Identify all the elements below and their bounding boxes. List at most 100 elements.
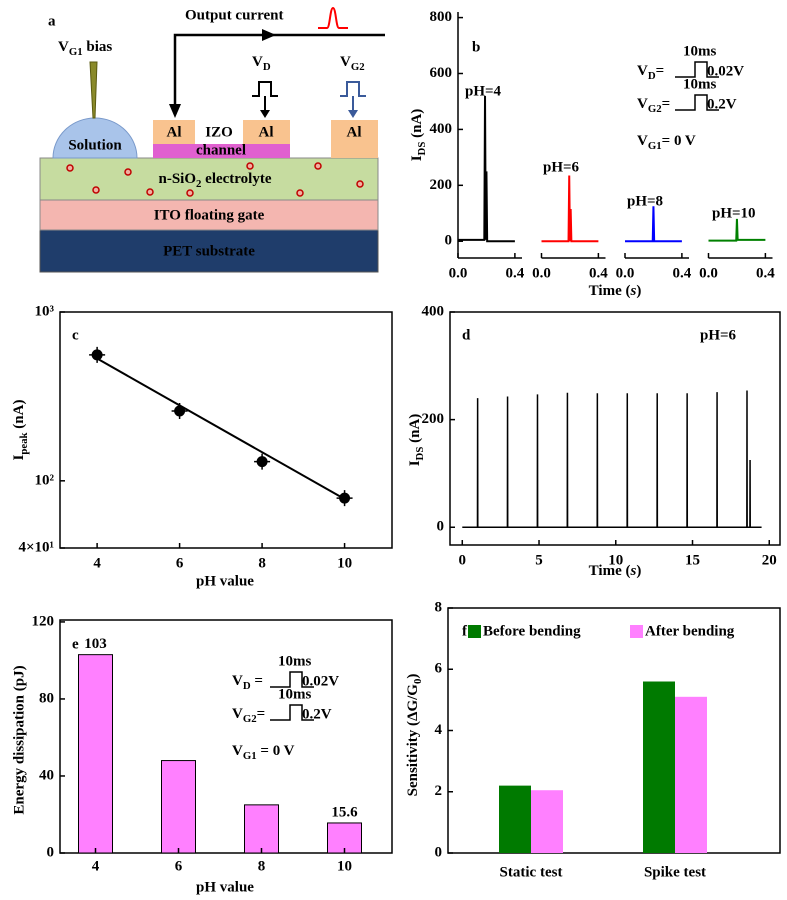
text-part: ) bbox=[636, 563, 641, 579]
layer-label: n-SiO2 electrolyte bbox=[158, 171, 271, 190]
text-part: D bbox=[243, 680, 251, 692]
text-part: V bbox=[637, 63, 648, 79]
text-part: D bbox=[648, 70, 656, 82]
text-part: = bbox=[257, 706, 266, 722]
text-part: V bbox=[637, 96, 648, 112]
annotation: VG2= bbox=[232, 706, 265, 725]
x-tick-label: 10 bbox=[608, 552, 623, 568]
y-tick-label: 0 bbox=[445, 233, 453, 249]
ions bbox=[66, 162, 364, 197]
panel-label: b bbox=[472, 39, 480, 55]
annotation: 10ms bbox=[278, 686, 311, 702]
x-tick-label: 8 bbox=[258, 555, 266, 571]
bar bbox=[675, 696, 707, 853]
series-label: pH=8 bbox=[627, 193, 663, 209]
series-line bbox=[625, 206, 682, 243]
x-tick-label: 8 bbox=[258, 858, 266, 874]
y-tick-label: 600 bbox=[430, 65, 453, 81]
text-part: V bbox=[232, 706, 243, 722]
x-tick-label: 0.0 bbox=[449, 265, 468, 281]
plot-frame bbox=[59, 311, 393, 549]
pulse-shape bbox=[270, 671, 314, 688]
text-part: n-SiO bbox=[158, 171, 196, 187]
bar bbox=[499, 785, 531, 853]
solution-drop bbox=[52, 117, 138, 159]
series-line bbox=[462, 390, 762, 528]
legend-swatch bbox=[468, 625, 481, 638]
ion bbox=[124, 168, 132, 176]
series-label: pH=6 bbox=[543, 159, 580, 175]
electrode-label: Al bbox=[167, 124, 182, 140]
point-cross bbox=[336, 490, 353, 507]
y-axis-label: IDS (nA) bbox=[409, 109, 428, 162]
electrode bbox=[153, 120, 195, 144]
text-part: I bbox=[409, 155, 425, 161]
annotation: 10ms bbox=[683, 76, 716, 92]
annotation: VG1 = 0 V bbox=[232, 743, 295, 762]
arrow-head bbox=[262, 29, 276, 41]
x-tick-label: 0.0 bbox=[532, 265, 551, 281]
x-tick-label: Static test bbox=[500, 864, 563, 880]
x-tick-label: 0.0 bbox=[699, 265, 718, 281]
x-axis-label: pH value bbox=[196, 879, 254, 895]
diagram-label: Output current bbox=[185, 7, 283, 23]
y-tick-label: 0 bbox=[47, 844, 55, 860]
text-part: V bbox=[232, 673, 243, 689]
bar bbox=[531, 790, 563, 853]
x-tick-label: 0.4 bbox=[756, 265, 775, 281]
series-line bbox=[708, 218, 766, 242]
x-axis-label: Time (s) bbox=[589, 283, 642, 299]
text-part: = 0 V bbox=[257, 743, 295, 759]
arrow-head bbox=[348, 110, 358, 118]
text-part: electrolyte bbox=[201, 171, 271, 187]
fit-line bbox=[96, 357, 346, 500]
series-line bbox=[458, 95, 515, 243]
electrode-label: Al bbox=[259, 124, 274, 140]
text-part: (nA) bbox=[409, 109, 425, 142]
text-part: DS bbox=[414, 447, 426, 461]
x-tick-label: 4 bbox=[92, 858, 100, 874]
x-axis-label: pH value bbox=[196, 573, 254, 589]
text-part: V bbox=[58, 39, 69, 55]
ion bbox=[296, 189, 304, 197]
text-part: G1 bbox=[243, 750, 257, 762]
text-part: G2 bbox=[648, 103, 662, 115]
text-part: V bbox=[232, 743, 243, 759]
annotation: 0.02V bbox=[302, 673, 339, 689]
ion bbox=[92, 186, 100, 194]
annotation: VG2= bbox=[637, 96, 670, 115]
ion bbox=[66, 164, 74, 172]
legend-label: Before bending bbox=[483, 623, 581, 639]
x-tick-label: 6 bbox=[176, 555, 184, 571]
gate-needle bbox=[89, 61, 98, 119]
y-tick-label: 10³ bbox=[35, 303, 55, 319]
bar bbox=[78, 654, 113, 854]
panel-label: f bbox=[462, 623, 468, 639]
panel-label: a bbox=[48, 13, 56, 29]
output-pulse bbox=[318, 6, 348, 29]
layer-label: PET substrate bbox=[163, 243, 255, 259]
annotation: 10ms bbox=[683, 43, 716, 59]
y-tick-label: 120 bbox=[32, 613, 55, 629]
electrode-label: Al bbox=[347, 124, 362, 140]
annotation: pH=6 bbox=[700, 327, 737, 343]
pulse-shape bbox=[270, 704, 314, 721]
ion bbox=[186, 189, 194, 197]
text-part: G2 bbox=[243, 713, 257, 725]
x-tick-label: 5 bbox=[535, 552, 543, 568]
series-label: pH=4 bbox=[465, 83, 502, 99]
gate-layer bbox=[39, 199, 379, 231]
x-tick-label: Spike test bbox=[644, 864, 706, 880]
text-part: (nA) bbox=[11, 400, 27, 433]
text-part: peak bbox=[18, 432, 30, 454]
x-tick-label: 10 bbox=[337, 858, 352, 874]
text-part: G1 bbox=[69, 46, 83, 58]
text-part: V bbox=[252, 54, 263, 70]
panel-label: c bbox=[72, 327, 79, 343]
diagram-label: VD bbox=[252, 54, 271, 73]
electrode bbox=[331, 120, 378, 158]
x-tick-label: 0.4 bbox=[506, 265, 525, 281]
text-part: (nA) bbox=[407, 414, 423, 447]
y-axis-label: Sensitivity (ΔG/G0) bbox=[405, 674, 424, 797]
